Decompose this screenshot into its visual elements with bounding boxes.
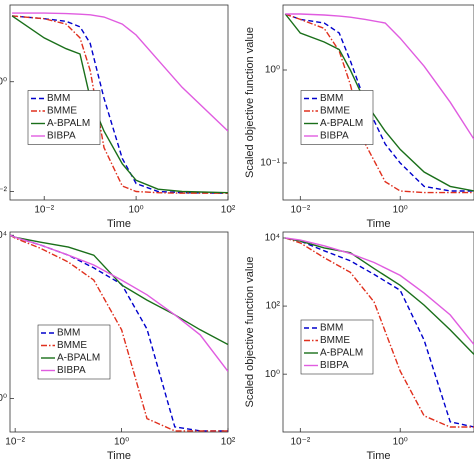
legend-label: A-BPALM xyxy=(57,353,100,364)
x-tick-label: 10⁻² xyxy=(34,205,54,216)
legend-label: BIBPA xyxy=(47,131,76,142)
legend-label: BMM xyxy=(320,93,343,104)
series-line xyxy=(11,15,228,194)
x-tick-label: 10² xyxy=(221,437,236,448)
series-line xyxy=(285,237,474,428)
x-tick-label: 10⁻² xyxy=(290,437,310,448)
y-tick-label: 10⁰ xyxy=(0,76,7,87)
x-tick-label: 10⁻² xyxy=(290,205,310,216)
y-tick-label: 10⁻² xyxy=(0,186,8,197)
series-line xyxy=(285,13,474,140)
legend-label: BIBPA xyxy=(320,131,349,142)
x-tick-label: 10⁰ xyxy=(129,205,144,216)
x-axis-label: Time xyxy=(366,450,390,462)
legend-label: BMM xyxy=(47,93,70,104)
legend-label: BMM xyxy=(57,328,80,339)
y-tick-label: 10⁻¹ xyxy=(260,158,280,169)
legend-label: BMME xyxy=(57,340,87,351)
plot-lines xyxy=(285,237,474,428)
y-tick-label: 10⁰ xyxy=(265,65,280,76)
plot-lines xyxy=(11,12,228,194)
panel: 10⁻² 10⁰ 10⁰ 10² 10⁴ Time Scaled objective fun… xyxy=(244,231,474,462)
series-line xyxy=(12,15,228,194)
legend-label: A-BPALM xyxy=(47,118,90,129)
y-axis-label: Scaled objective function value xyxy=(244,256,256,407)
series-line xyxy=(10,234,228,372)
y-tick-label: 10² xyxy=(266,301,281,312)
series-line xyxy=(12,15,228,194)
legend-label: BMM xyxy=(320,323,343,334)
legend-label: BIBPA xyxy=(320,360,349,371)
legend-label: BIBPA xyxy=(57,365,86,376)
series-line xyxy=(10,234,228,346)
x-tick-label: 10⁰ xyxy=(114,437,129,448)
series-line xyxy=(12,12,228,132)
series-line xyxy=(285,237,474,346)
y-tick-label: 10⁴ xyxy=(265,233,280,244)
series-line xyxy=(10,234,228,432)
series-line xyxy=(285,237,474,355)
x-axis-label: Time xyxy=(366,218,390,230)
legend-label: A-BPALM xyxy=(320,118,363,129)
x-tick-label: 10⁻² xyxy=(5,437,25,448)
y-tick-label: 10⁴ xyxy=(0,230,7,241)
legend-label: BMME xyxy=(320,106,350,117)
y-tick-label: 10⁰ xyxy=(0,393,7,404)
series-line xyxy=(285,237,474,428)
x-tick-label: 10⁰ xyxy=(393,437,408,448)
legend-label: BMME xyxy=(47,106,77,117)
x-tick-label: 10⁰ xyxy=(393,205,408,216)
y-tick-label: 10⁰ xyxy=(265,369,280,380)
y-axis-label: Scaled objective function value xyxy=(244,27,256,178)
legend-label: A-BPALM xyxy=(320,348,363,359)
x-axis-label: Time xyxy=(107,450,131,462)
x-axis-label: Time xyxy=(107,218,131,230)
legend-label: BMME xyxy=(320,335,350,346)
plot-lines xyxy=(10,234,228,432)
x-tick-label: 10² xyxy=(221,205,236,216)
